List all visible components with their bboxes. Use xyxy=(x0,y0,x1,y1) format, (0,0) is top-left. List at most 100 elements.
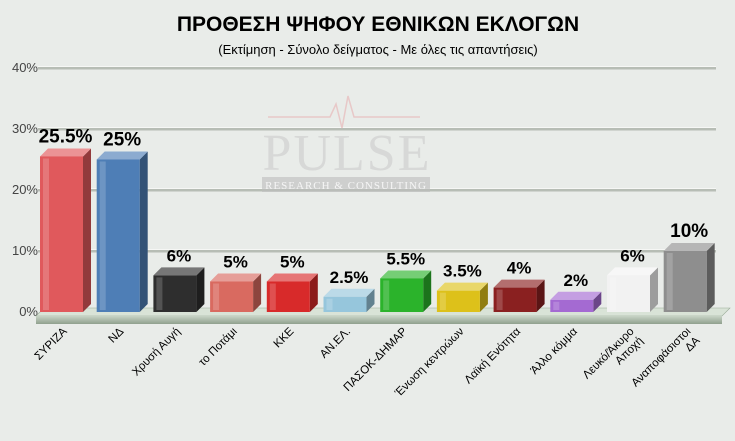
y-tick-label: 10% xyxy=(12,243,38,258)
value-label: 2.5% xyxy=(330,268,369,287)
bar xyxy=(323,288,375,312)
bar xyxy=(153,267,205,312)
bar-top xyxy=(266,273,318,282)
watermark-tagline: RESEARCH & CONSULTING xyxy=(265,180,427,192)
value-label: 5% xyxy=(223,253,248,272)
value-label: 5.5% xyxy=(386,249,425,268)
bar-top xyxy=(436,282,488,291)
bar-sheen xyxy=(383,280,390,310)
bar-front xyxy=(550,299,594,312)
bar-side xyxy=(706,243,715,312)
bar-sheen xyxy=(666,253,673,310)
floor-front xyxy=(36,316,722,324)
bar-side xyxy=(423,270,432,312)
bar-sheen xyxy=(156,277,163,310)
y-tick-label: 30% xyxy=(12,121,38,136)
bar-sheen xyxy=(496,289,503,310)
bar-top xyxy=(607,267,658,276)
bar xyxy=(493,279,545,312)
y-axis: 0% 10% 20% 30% 40% xyxy=(12,60,38,319)
bar-front xyxy=(607,275,650,312)
bars xyxy=(40,148,715,312)
bar-side xyxy=(366,288,375,312)
bar-top xyxy=(323,288,375,297)
category-label: το Ποτάμι xyxy=(197,325,240,368)
value-label: 25.5% xyxy=(39,126,93,147)
bar-sheen xyxy=(610,277,616,310)
bar-front xyxy=(96,159,140,312)
bar-side xyxy=(196,267,205,312)
bar xyxy=(210,273,262,312)
value-label: 10% xyxy=(670,221,708,242)
y-tick-label: 0% xyxy=(19,304,38,319)
value-label: 5% xyxy=(280,253,305,272)
chart-subtitle: (Εκτίμηση - Σύνολο δείγματος - Με όλες τ… xyxy=(218,42,538,57)
bar-front xyxy=(153,275,197,312)
bar-sheen xyxy=(439,292,446,310)
category-label: Άλλο κόμμα xyxy=(529,325,581,377)
category-label: ΑΝ.ΕΛ. xyxy=(318,326,353,361)
bar-sheen xyxy=(99,161,106,310)
bar-sheen xyxy=(43,158,49,310)
bar-side xyxy=(650,267,658,312)
category-label: ΑναποφάσιστοιΔΑ xyxy=(630,325,703,398)
bar-sheen xyxy=(269,283,276,310)
watermark-brand: PULSE xyxy=(263,125,432,182)
bar-front xyxy=(380,278,424,312)
bar-side xyxy=(253,273,262,312)
value-label: 6% xyxy=(620,246,645,265)
bar xyxy=(40,148,91,312)
bar-side xyxy=(139,151,148,312)
watermark-tagline-band xyxy=(262,177,430,192)
category-label: Χρυσή Αυγή xyxy=(130,326,183,379)
bar-top xyxy=(96,151,148,160)
pulse-watermark: PULSE RESEARCH & CONSULTING xyxy=(262,95,432,192)
bar-top xyxy=(380,270,432,279)
value-label: 6% xyxy=(167,246,192,265)
y-tick-label: 40% xyxy=(12,60,38,75)
value-label: 4% xyxy=(507,259,532,278)
value-labels: 25.5% 25% 6% 5% 5% 2.5% 5.5% 3.5% 4% 2% 6% 10% xyxy=(39,126,709,289)
chart-title: ΠΡΟΘΕΣΗ ΨΗΦΟΥ ΕΘΝΙΚΩΝ ΕΚΛΟΓΩΝ xyxy=(177,13,579,36)
bar-front xyxy=(663,251,707,312)
bar-top xyxy=(40,148,91,157)
bar-side xyxy=(309,273,318,312)
bar-front xyxy=(493,287,537,312)
value-label: 2% xyxy=(564,271,589,290)
bar-side xyxy=(536,279,545,312)
category-labels: ΣΥΡΙΖΑ ΝΔ Χρυσή Αυγή το Ποτάμι ΚΚΕ ΑΝ.ΕΛ.ΠΑΣΟ… xyxy=(33,325,703,399)
category-label: ΣΥΡΙΖΑ xyxy=(33,325,70,362)
bar-sheen xyxy=(213,283,220,310)
category-label: ΚΚΕ xyxy=(272,325,297,350)
bar-front xyxy=(40,156,83,312)
y-tick-label: 20% xyxy=(12,182,38,197)
bar-top xyxy=(493,279,545,288)
heartbeat-line-icon xyxy=(268,95,420,129)
bar-front xyxy=(436,290,480,312)
bar xyxy=(96,151,148,312)
bar-top xyxy=(663,243,715,251)
bar-side xyxy=(593,291,602,312)
bar xyxy=(380,270,432,312)
bar-top xyxy=(210,273,262,282)
bar-front xyxy=(210,281,254,312)
bar-front xyxy=(323,296,367,312)
bar-side xyxy=(83,148,91,312)
category-label: Λαϊκή Ενότητα xyxy=(463,325,524,386)
bar-sheen xyxy=(553,301,560,310)
bar xyxy=(663,243,715,312)
bar-front xyxy=(266,281,310,312)
value-label: 3.5% xyxy=(443,262,482,281)
bar-sheen xyxy=(326,298,333,310)
category-label: ΝΔ xyxy=(107,325,127,345)
bar xyxy=(266,273,318,312)
value-label: 25% xyxy=(103,130,141,151)
bar-top xyxy=(550,291,602,300)
bar xyxy=(436,282,488,312)
bar-top xyxy=(153,267,205,276)
bar xyxy=(550,291,602,312)
bar-side xyxy=(479,282,488,312)
bar xyxy=(607,267,658,312)
